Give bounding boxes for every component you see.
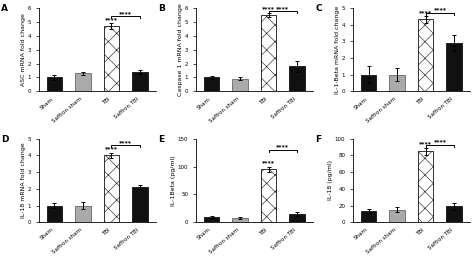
Y-axis label: Caspase 1 mRNA fold change: Caspase 1 mRNA fold change — [178, 3, 183, 96]
Text: ****: **** — [262, 6, 275, 11]
Bar — [75, 206, 91, 222]
Y-axis label: ASC mRNA fold change: ASC mRNA fold change — [21, 13, 26, 86]
Y-axis label: IL-18 (pg/ml): IL-18 (pg/ml) — [328, 161, 333, 200]
Bar — [132, 72, 148, 91]
Bar — [261, 15, 276, 91]
Bar — [261, 169, 276, 222]
Text: A: A — [1, 4, 9, 13]
Text: E: E — [158, 135, 164, 144]
Text: F: F — [316, 135, 321, 144]
Bar — [232, 218, 248, 222]
Text: ****: **** — [419, 10, 432, 15]
Bar — [447, 43, 462, 91]
Bar — [75, 73, 91, 91]
Text: ****: **** — [433, 139, 447, 144]
Text: ****: **** — [276, 145, 289, 149]
Bar — [361, 75, 376, 91]
Text: ****: **** — [105, 147, 118, 152]
Bar — [361, 211, 376, 222]
Text: ****: **** — [119, 140, 132, 145]
Text: D: D — [1, 135, 9, 144]
Bar — [232, 79, 248, 91]
Bar — [389, 75, 405, 91]
Y-axis label: IL-1Beta (pg/ml): IL-1Beta (pg/ml) — [171, 155, 176, 206]
Bar — [389, 210, 405, 222]
Text: ****: **** — [433, 8, 447, 12]
Text: ****: **** — [119, 11, 132, 16]
Bar — [289, 66, 305, 91]
Bar — [46, 206, 62, 222]
Bar — [204, 77, 219, 91]
Bar — [104, 155, 119, 222]
Text: ****: **** — [105, 17, 118, 22]
Bar — [289, 214, 305, 222]
Bar — [418, 151, 433, 222]
Bar — [447, 206, 462, 222]
Text: C: C — [316, 4, 322, 13]
Y-axis label: IL-18 mRNA fold change: IL-18 mRNA fold change — [21, 143, 26, 218]
Bar — [204, 217, 219, 222]
Bar — [132, 187, 148, 222]
Y-axis label: IL-1-Beta mRNA fold change: IL-1-Beta mRNA fold change — [336, 5, 340, 94]
Bar — [104, 26, 119, 91]
Text: ****: **** — [419, 142, 432, 147]
Text: ****: **** — [262, 160, 275, 165]
Text: ****: **** — [276, 6, 289, 11]
Text: B: B — [158, 4, 165, 13]
Bar — [46, 77, 62, 91]
Bar — [418, 19, 433, 91]
